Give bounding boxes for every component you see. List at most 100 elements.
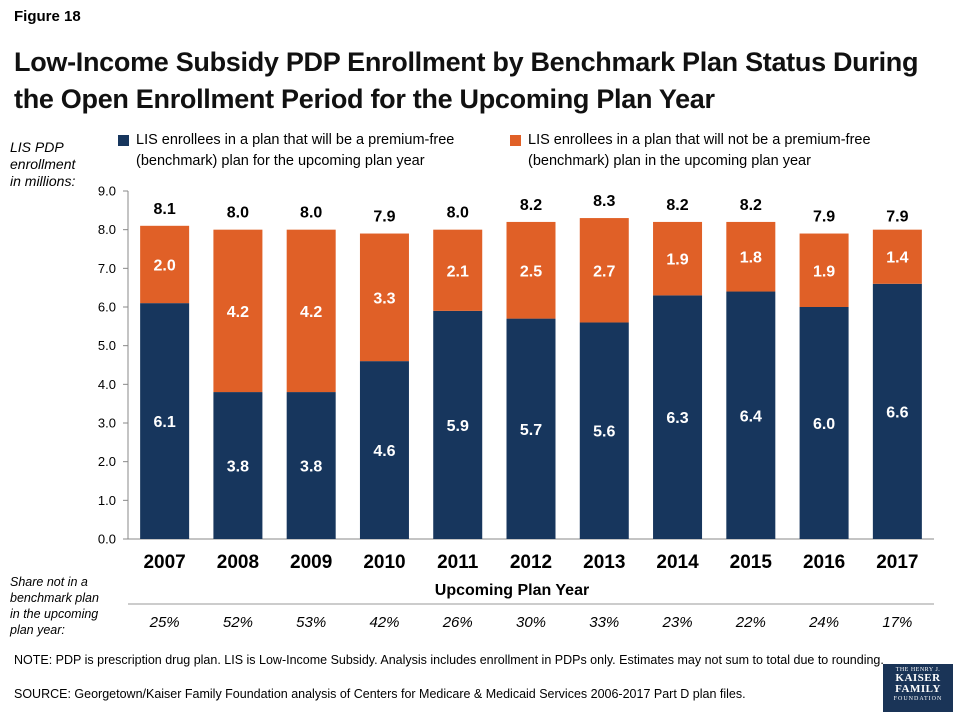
data-label-benchmark: 4.6	[373, 443, 395, 460]
figure-label: Figure 18	[14, 8, 81, 25]
legend-swatch-benchmark	[118, 135, 129, 146]
bar-benchmark	[140, 303, 190, 539]
bar-non-benchmark	[799, 233, 849, 307]
chart-title: Low-Income Subsidy PDP Enrollment by Ben…	[14, 47, 919, 114]
share-value: 53%	[296, 614, 326, 631]
bar-benchmark	[726, 291, 776, 539]
x-tick-label: 2015	[730, 552, 773, 573]
total-label: 7.9	[886, 209, 908, 226]
bar-benchmark	[799, 307, 849, 539]
data-label-non-benchmark: 4.2	[300, 304, 322, 321]
share-value: 25%	[149, 614, 180, 631]
data-label-non-benchmark: 2.7	[593, 263, 615, 280]
data-label-benchmark: 6.3	[666, 410, 688, 427]
bar-non-benchmark	[872, 229, 922, 284]
x-tick-label: 2016	[803, 552, 845, 573]
y-tick-label: 7.0	[98, 261, 116, 276]
share-value: 30%	[516, 614, 546, 631]
bar-non-benchmark	[213, 229, 263, 393]
x-tick-label: 2008	[217, 552, 259, 573]
bar-non-benchmark	[726, 221, 776, 292]
y-axis-label: LIS PDP enrollment in millions:	[10, 139, 76, 189]
bar-benchmark	[579, 322, 629, 539]
bar-non-benchmark	[359, 233, 409, 362]
logo-line-1: THE HENRY J.	[895, 667, 941, 673]
data-label-non-benchmark: 1.4	[886, 250, 908, 267]
share-value: 52%	[223, 614, 253, 631]
kff-logo: THE HENRY J. KAISER FAMILY FOUNDATION	[883, 664, 953, 712]
data-label-benchmark: 5.6	[593, 424, 615, 441]
x-tick-label: 2007	[143, 552, 185, 573]
share-value: 22%	[735, 614, 766, 631]
total-label: 8.0	[447, 205, 469, 222]
data-label-benchmark: 6.0	[813, 416, 835, 433]
y-tick-label: 6.0	[98, 300, 116, 315]
data-label-benchmark: 3.8	[300, 459, 322, 476]
bar-benchmark	[433, 310, 483, 539]
data-label-non-benchmark: 1.9	[813, 263, 835, 280]
source-note: SOURCE: Georgetown/Kaiser Family Foundat…	[14, 687, 746, 701]
data-label-benchmark: 5.7	[520, 422, 542, 439]
bar-non-benchmark	[433, 229, 483, 311]
y-tick-label: 4.0	[98, 377, 116, 392]
logo-line-4: FOUNDATION	[893, 696, 943, 702]
total-label: 8.2	[520, 197, 542, 214]
share-value: 42%	[369, 614, 399, 631]
legend-label-non-benchmark: LIS enrollees in a plan that will not be…	[528, 132, 871, 169]
share-value: 24%	[808, 614, 839, 631]
legend-label-benchmark: LIS enrollees in a plan that will be a p…	[136, 132, 455, 169]
x-tick-label: 2009	[290, 552, 332, 573]
share-value: 17%	[882, 614, 912, 631]
share-value: 26%	[442, 614, 473, 631]
y-tick-label: 9.0	[98, 184, 116, 199]
x-tick-label: 2013	[583, 552, 625, 573]
x-tick-label: 2010	[363, 552, 405, 573]
data-label-non-benchmark: 2.5	[520, 263, 542, 280]
bar-benchmark	[213, 392, 263, 539]
bar-non-benchmark	[140, 225, 190, 304]
y-tick-label: 8.0	[98, 222, 116, 237]
x-tick-label: 2011	[437, 552, 479, 573]
data-label-non-benchmark: 4.2	[227, 304, 249, 321]
bar-benchmark	[506, 318, 556, 539]
logo-line-2: KAISER	[895, 672, 941, 684]
y-tick-label: 2.0	[98, 454, 116, 469]
bar-non-benchmark	[579, 218, 629, 323]
total-label: 8.0	[227, 205, 249, 222]
share-value: 33%	[589, 614, 619, 631]
bar-benchmark	[359, 361, 409, 539]
data-label-benchmark: 3.8	[227, 459, 249, 476]
data-label-non-benchmark: 1.8	[740, 250, 762, 267]
data-label-non-benchmark: 2.0	[154, 257, 176, 274]
y-tick-label: 5.0	[98, 338, 116, 353]
share-value: 23%	[662, 614, 693, 631]
bar-benchmark	[872, 283, 922, 539]
x-axis-title: Upcoming Plan Year	[435, 582, 589, 599]
data-label-benchmark: 6.4	[740, 408, 762, 425]
bar-non-benchmark	[286, 229, 336, 393]
share-row-label: Share not in a benchmark plan in the upc…	[10, 575, 99, 637]
total-label: 8.2	[666, 197, 688, 214]
data-label-non-benchmark: 1.9	[666, 252, 688, 269]
bar-benchmark	[653, 295, 703, 539]
data-label-non-benchmark: 2.1	[447, 263, 469, 280]
total-label: 8.0	[300, 205, 322, 222]
y-tick-label: 3.0	[98, 416, 116, 431]
bar-non-benchmark	[506, 221, 556, 319]
x-tick-label: 2012	[510, 552, 552, 573]
logo-line-3: FAMILY	[895, 683, 941, 695]
total-label: 8.2	[740, 197, 762, 214]
stacked-bar-chart: 0.0 1.0 2.0 3.0 4.0 5.0 6.0 7.0 8.0 9.0 6.1 2.0 8.1 2…	[98, 184, 934, 631]
x-tick-label: 2014	[656, 552, 699, 573]
bar-benchmark	[286, 392, 336, 539]
total-label: 7.9	[813, 209, 835, 226]
data-label-benchmark: 5.9	[447, 418, 469, 435]
total-label: 7.9	[373, 209, 395, 226]
data-label-non-benchmark: 3.3	[373, 290, 395, 307]
y-tick-label: 0.0	[98, 532, 116, 547]
bar-non-benchmark	[653, 221, 703, 296]
total-label: 8.3	[593, 193, 615, 210]
legend-swatch-non-benchmark	[510, 135, 521, 146]
total-label: 8.1	[154, 201, 176, 218]
y-tick-label: 1.0	[98, 493, 116, 508]
